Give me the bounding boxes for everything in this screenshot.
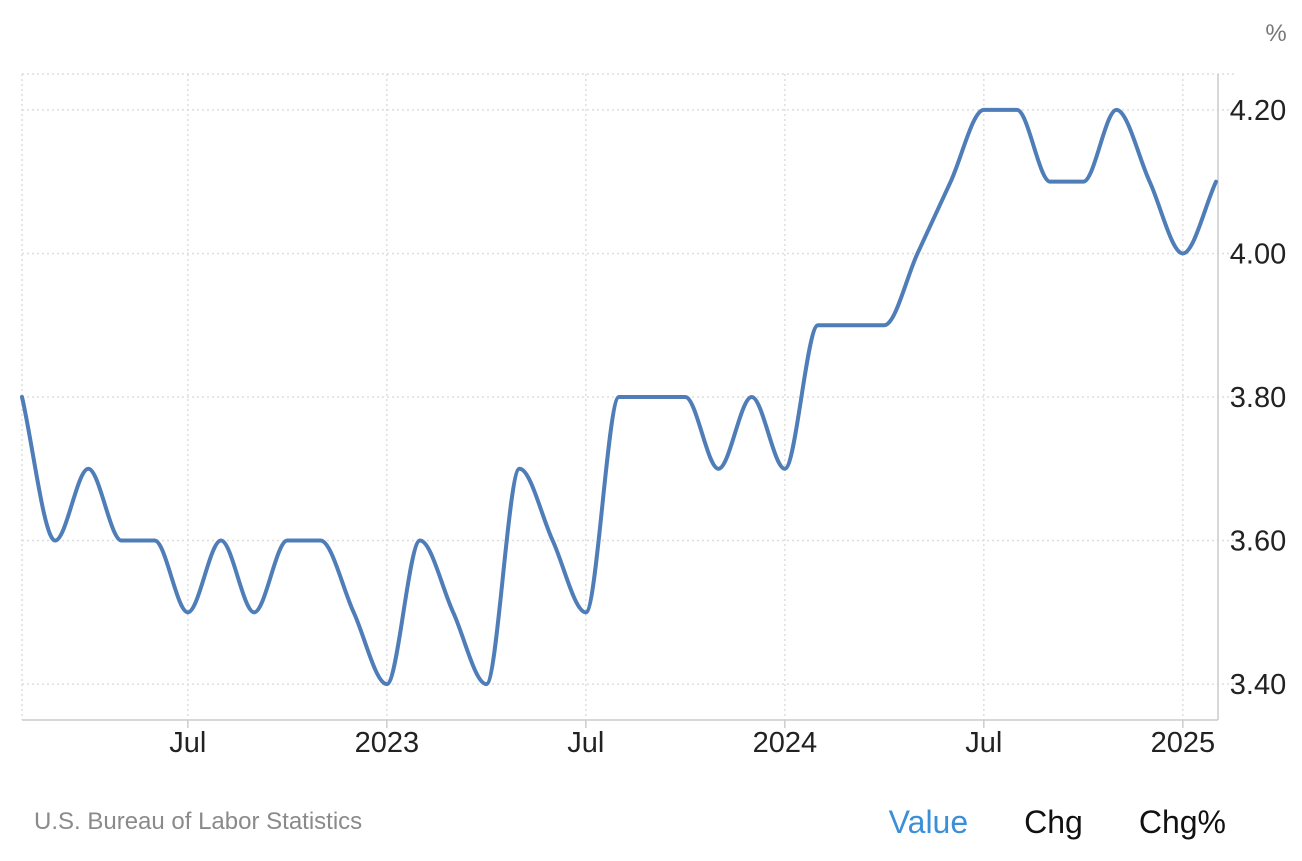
series-line — [20, 107, 1218, 687]
view-tabs: Value Chg Chg% — [833, 804, 1226, 841]
y-tick-label: 3.40 — [1230, 669, 1286, 701]
y-tick-label: 3.60 — [1230, 526, 1286, 558]
source-label: U.S. Bureau of Labor Statistics — [34, 808, 363, 835]
y-axis-ticks: 3.40 3.60 3.80 4.00 4.20 — [1230, 95, 1286, 701]
x-tick-label: 2024 — [753, 727, 818, 759]
x-axis-ticks: Jul 2023 Jul 2024 Jul 2025 — [169, 720, 1215, 759]
y-tick-label: 4.20 — [1230, 95, 1286, 127]
tab-chg-percent[interactable]: Chg% — [1138, 804, 1226, 840]
x-tick-label: Jul — [965, 727, 1002, 759]
tab-chg[interactable]: Chg — [1024, 804, 1083, 840]
x-tick-label: Jul — [567, 727, 604, 759]
tab-value[interactable]: Value — [888, 804, 969, 840]
x-tick-label: 2025 — [1151, 727, 1216, 759]
x-tick-label: 2023 — [355, 727, 420, 759]
line-chart: Jul 2023 Jul 2024 Jul 2025 3.40 3.60 3.80 4.00 4.… — [20, 20, 1287, 759]
x-tick-label: Jul — [169, 727, 206, 759]
y-tick-label: 4.00 — [1230, 238, 1286, 270]
series-group — [20, 107, 1218, 687]
y-unit-label: % — [1265, 20, 1286, 47]
chart-footer: U.S. Bureau of Labor Statistics Value Ch… — [0, 800, 1302, 850]
y-tick-label: 3.80 — [1230, 382, 1286, 414]
